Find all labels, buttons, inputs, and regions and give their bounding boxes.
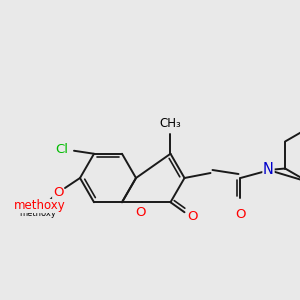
- Text: N: N: [263, 163, 274, 178]
- Text: methoxy: methoxy: [14, 200, 66, 212]
- Text: CH₃: CH₃: [160, 117, 182, 130]
- Text: methoxy: methoxy: [20, 209, 56, 218]
- Text: O: O: [135, 206, 146, 219]
- Text: O: O: [235, 208, 246, 220]
- Text: O: O: [187, 210, 198, 223]
- Text: Cl: Cl: [56, 143, 68, 156]
- Text: O: O: [53, 185, 63, 199]
